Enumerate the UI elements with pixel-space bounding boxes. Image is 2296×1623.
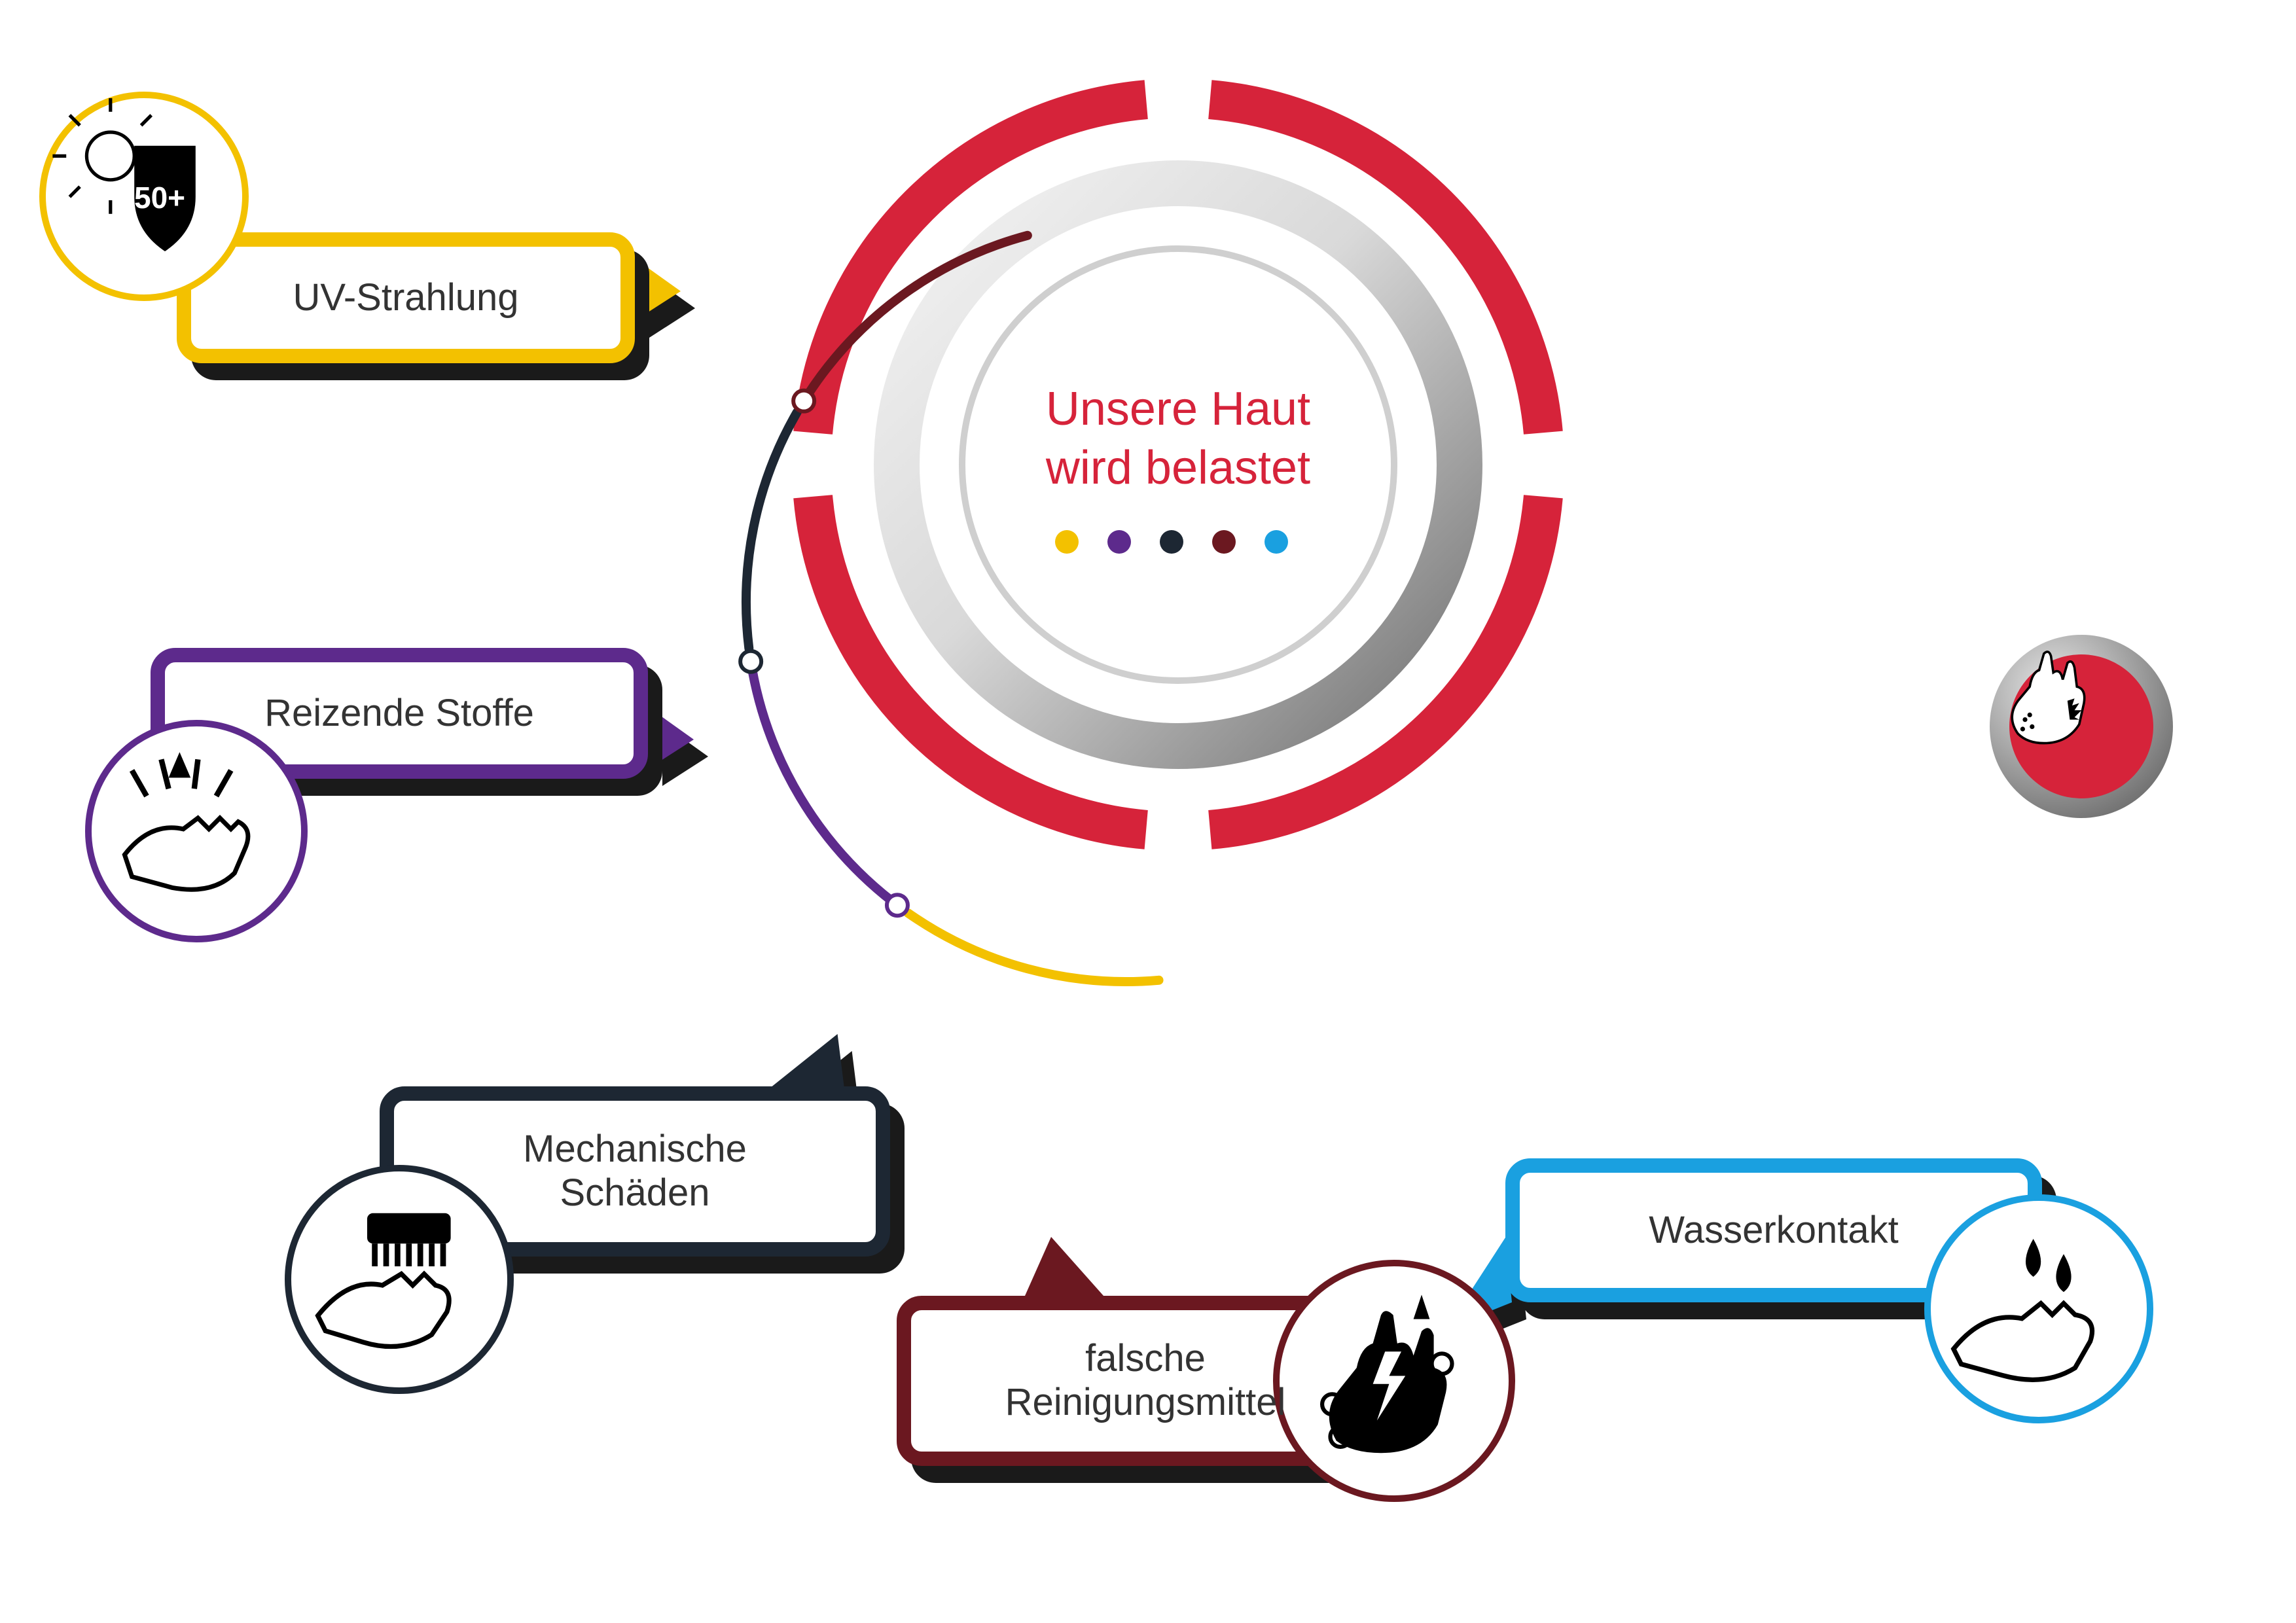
wasser-icon xyxy=(1924,1194,2153,1423)
hand-sparks-icon xyxy=(92,726,275,910)
side-badge xyxy=(1990,635,2173,818)
mech-label: Mechanische Schäden xyxy=(523,1128,747,1215)
sun-shield-icon xyxy=(46,98,216,268)
dot-dark xyxy=(1160,530,1183,554)
hand-drops-icon xyxy=(1931,1201,2121,1391)
dot-maroon xyxy=(1212,530,1236,554)
reinigung-icon xyxy=(1273,1260,1515,1502)
dot-yellow xyxy=(1055,530,1079,554)
wasser-label: Wasserkontakt xyxy=(1649,1209,1898,1253)
hand-brush-icon xyxy=(291,1171,481,1361)
central-title: Unsere Haut wird belastet xyxy=(1014,380,1342,497)
hand-damaged-icon xyxy=(1990,635,2108,753)
mech-icon xyxy=(285,1165,514,1394)
central-title-line1: Unsere Haut xyxy=(1014,380,1342,438)
dot-blue xyxy=(1265,530,1288,554)
reizend-icon xyxy=(85,720,308,942)
uv-label: UV-Strahlung xyxy=(293,276,519,320)
central-color-dots xyxy=(1055,530,1288,554)
central-title-line2: wird belastet xyxy=(1014,438,1342,497)
infographic-root: Unsere Haut wird belastet UV-Strahlung xyxy=(0,0,2296,1623)
hand-bolt-icon xyxy=(1280,1266,1482,1469)
reinigung-label: falsche Reinigungsmittel xyxy=(1005,1337,1286,1424)
reizend-label: Reizende Stoffe xyxy=(264,692,534,736)
uv-bubble: UV-Strahlung xyxy=(177,232,635,363)
uv-shield-text: 50+ xyxy=(134,180,185,215)
dot-purple xyxy=(1107,530,1131,554)
